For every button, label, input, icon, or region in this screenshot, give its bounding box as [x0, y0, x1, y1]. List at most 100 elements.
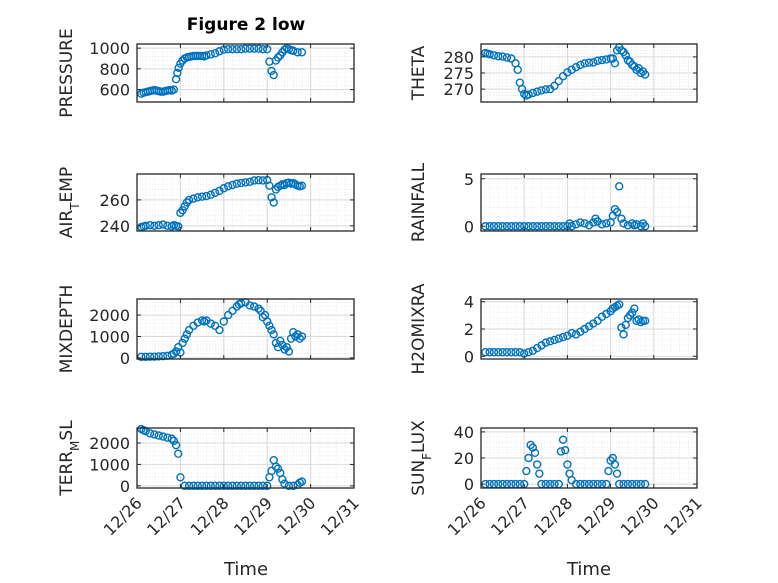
data-point — [202, 51, 211, 60]
plot-area — [137, 428, 354, 488]
data-point — [202, 481, 211, 491]
data-point — [289, 328, 298, 337]
data-point — [174, 63, 183, 73]
data-point — [489, 222, 499, 231]
x-axis-label-right: Time — [566, 559, 611, 580]
data-point — [507, 54, 516, 63]
data-point — [498, 52, 507, 61]
data-point — [267, 66, 276, 76]
data-point — [184, 195, 194, 205]
data-point — [228, 306, 237, 315]
data-point — [232, 179, 242, 188]
data-point — [276, 336, 285, 345]
data-point — [178, 338, 187, 348]
data-point — [219, 481, 229, 491]
data-point — [567, 65, 576, 74]
data-point — [171, 440, 181, 450]
y-tick-label: 2000 — [89, 306, 130, 325]
data-point — [241, 178, 250, 187]
subplot-pressure: 600 800 1000 PRESSURE — [57, 28, 355, 118]
data-point — [263, 317, 272, 326]
data-point — [254, 44, 263, 53]
data-point — [249, 481, 259, 491]
data-point — [604, 466, 613, 476]
data-point — [558, 332, 568, 342]
data-point — [154, 431, 163, 440]
data-point — [215, 481, 224, 491]
data-point — [576, 327, 585, 336]
data-point — [615, 300, 624, 309]
data-point — [278, 340, 287, 350]
data-point — [206, 50, 215, 59]
data-point — [265, 181, 274, 190]
y-tick-label: 800 — [99, 60, 130, 79]
data-point — [619, 330, 628, 339]
data-point — [228, 481, 237, 491]
data-point — [507, 347, 516, 357]
data-point — [184, 325, 194, 335]
data-point — [265, 321, 274, 330]
data-point — [158, 220, 168, 229]
data-point — [617, 214, 626, 223]
figure-title: Figure 2 low — [187, 15, 306, 35]
data-point — [610, 460, 620, 469]
data-point — [532, 343, 542, 353]
axes-box — [136, 43, 355, 103]
data-point — [245, 481, 255, 491]
x-axis-label-left: Time — [223, 559, 268, 580]
data-point — [513, 65, 522, 74]
data-point — [485, 50, 494, 59]
data-point — [297, 48, 307, 57]
y-tick-label: 1000 — [89, 455, 130, 474]
data-point — [511, 222, 520, 231]
data-point — [197, 481, 207, 491]
subplot-rainfall: 0 5 RAINFALL — [409, 162, 698, 242]
data-point — [584, 322, 594, 331]
data-point — [289, 481, 298, 491]
data-point — [517, 84, 527, 94]
data-point — [249, 44, 259, 53]
data-point — [182, 330, 192, 339]
data-point — [597, 220, 607, 229]
data-point — [228, 44, 237, 54]
axes-box — [136, 298, 355, 360]
data-point — [541, 338, 550, 347]
data-point — [623, 55, 633, 65]
data-point — [206, 481, 215, 491]
data-point — [180, 334, 189, 343]
data-point — [254, 481, 263, 491]
data-point — [232, 481, 242, 491]
data-point — [561, 445, 570, 455]
data-point — [232, 44, 242, 54]
data-point — [154, 352, 163, 361]
data-point — [289, 46, 298, 55]
data-point — [210, 321, 220, 330]
data-point — [640, 316, 650, 326]
data-point — [610, 59, 620, 68]
y-tick-label: 1000 — [89, 328, 130, 347]
data-point — [567, 328, 576, 338]
data-point — [522, 466, 531, 476]
y-axis-label: THETA — [409, 45, 429, 101]
data-point — [258, 481, 268, 491]
data-point — [280, 345, 289, 354]
data-point — [245, 44, 255, 53]
data-point — [485, 347, 494, 357]
data-point — [293, 48, 302, 57]
data-point — [528, 222, 538, 231]
data-point — [545, 337, 555, 346]
data-point — [532, 87, 542, 96]
data-point — [167, 434, 176, 443]
data-point — [528, 88, 538, 98]
data-point — [507, 222, 516, 231]
data-point — [206, 319, 215, 328]
y-tick-label: 0 — [120, 349, 130, 368]
data-point — [297, 477, 307, 486]
data-point — [193, 193, 202, 202]
data-point — [223, 310, 233, 320]
data-point — [550, 222, 559, 231]
data-point — [271, 462, 281, 471]
data-point — [269, 70, 278, 80]
data-point — [524, 222, 533, 231]
data-point — [210, 49, 220, 58]
